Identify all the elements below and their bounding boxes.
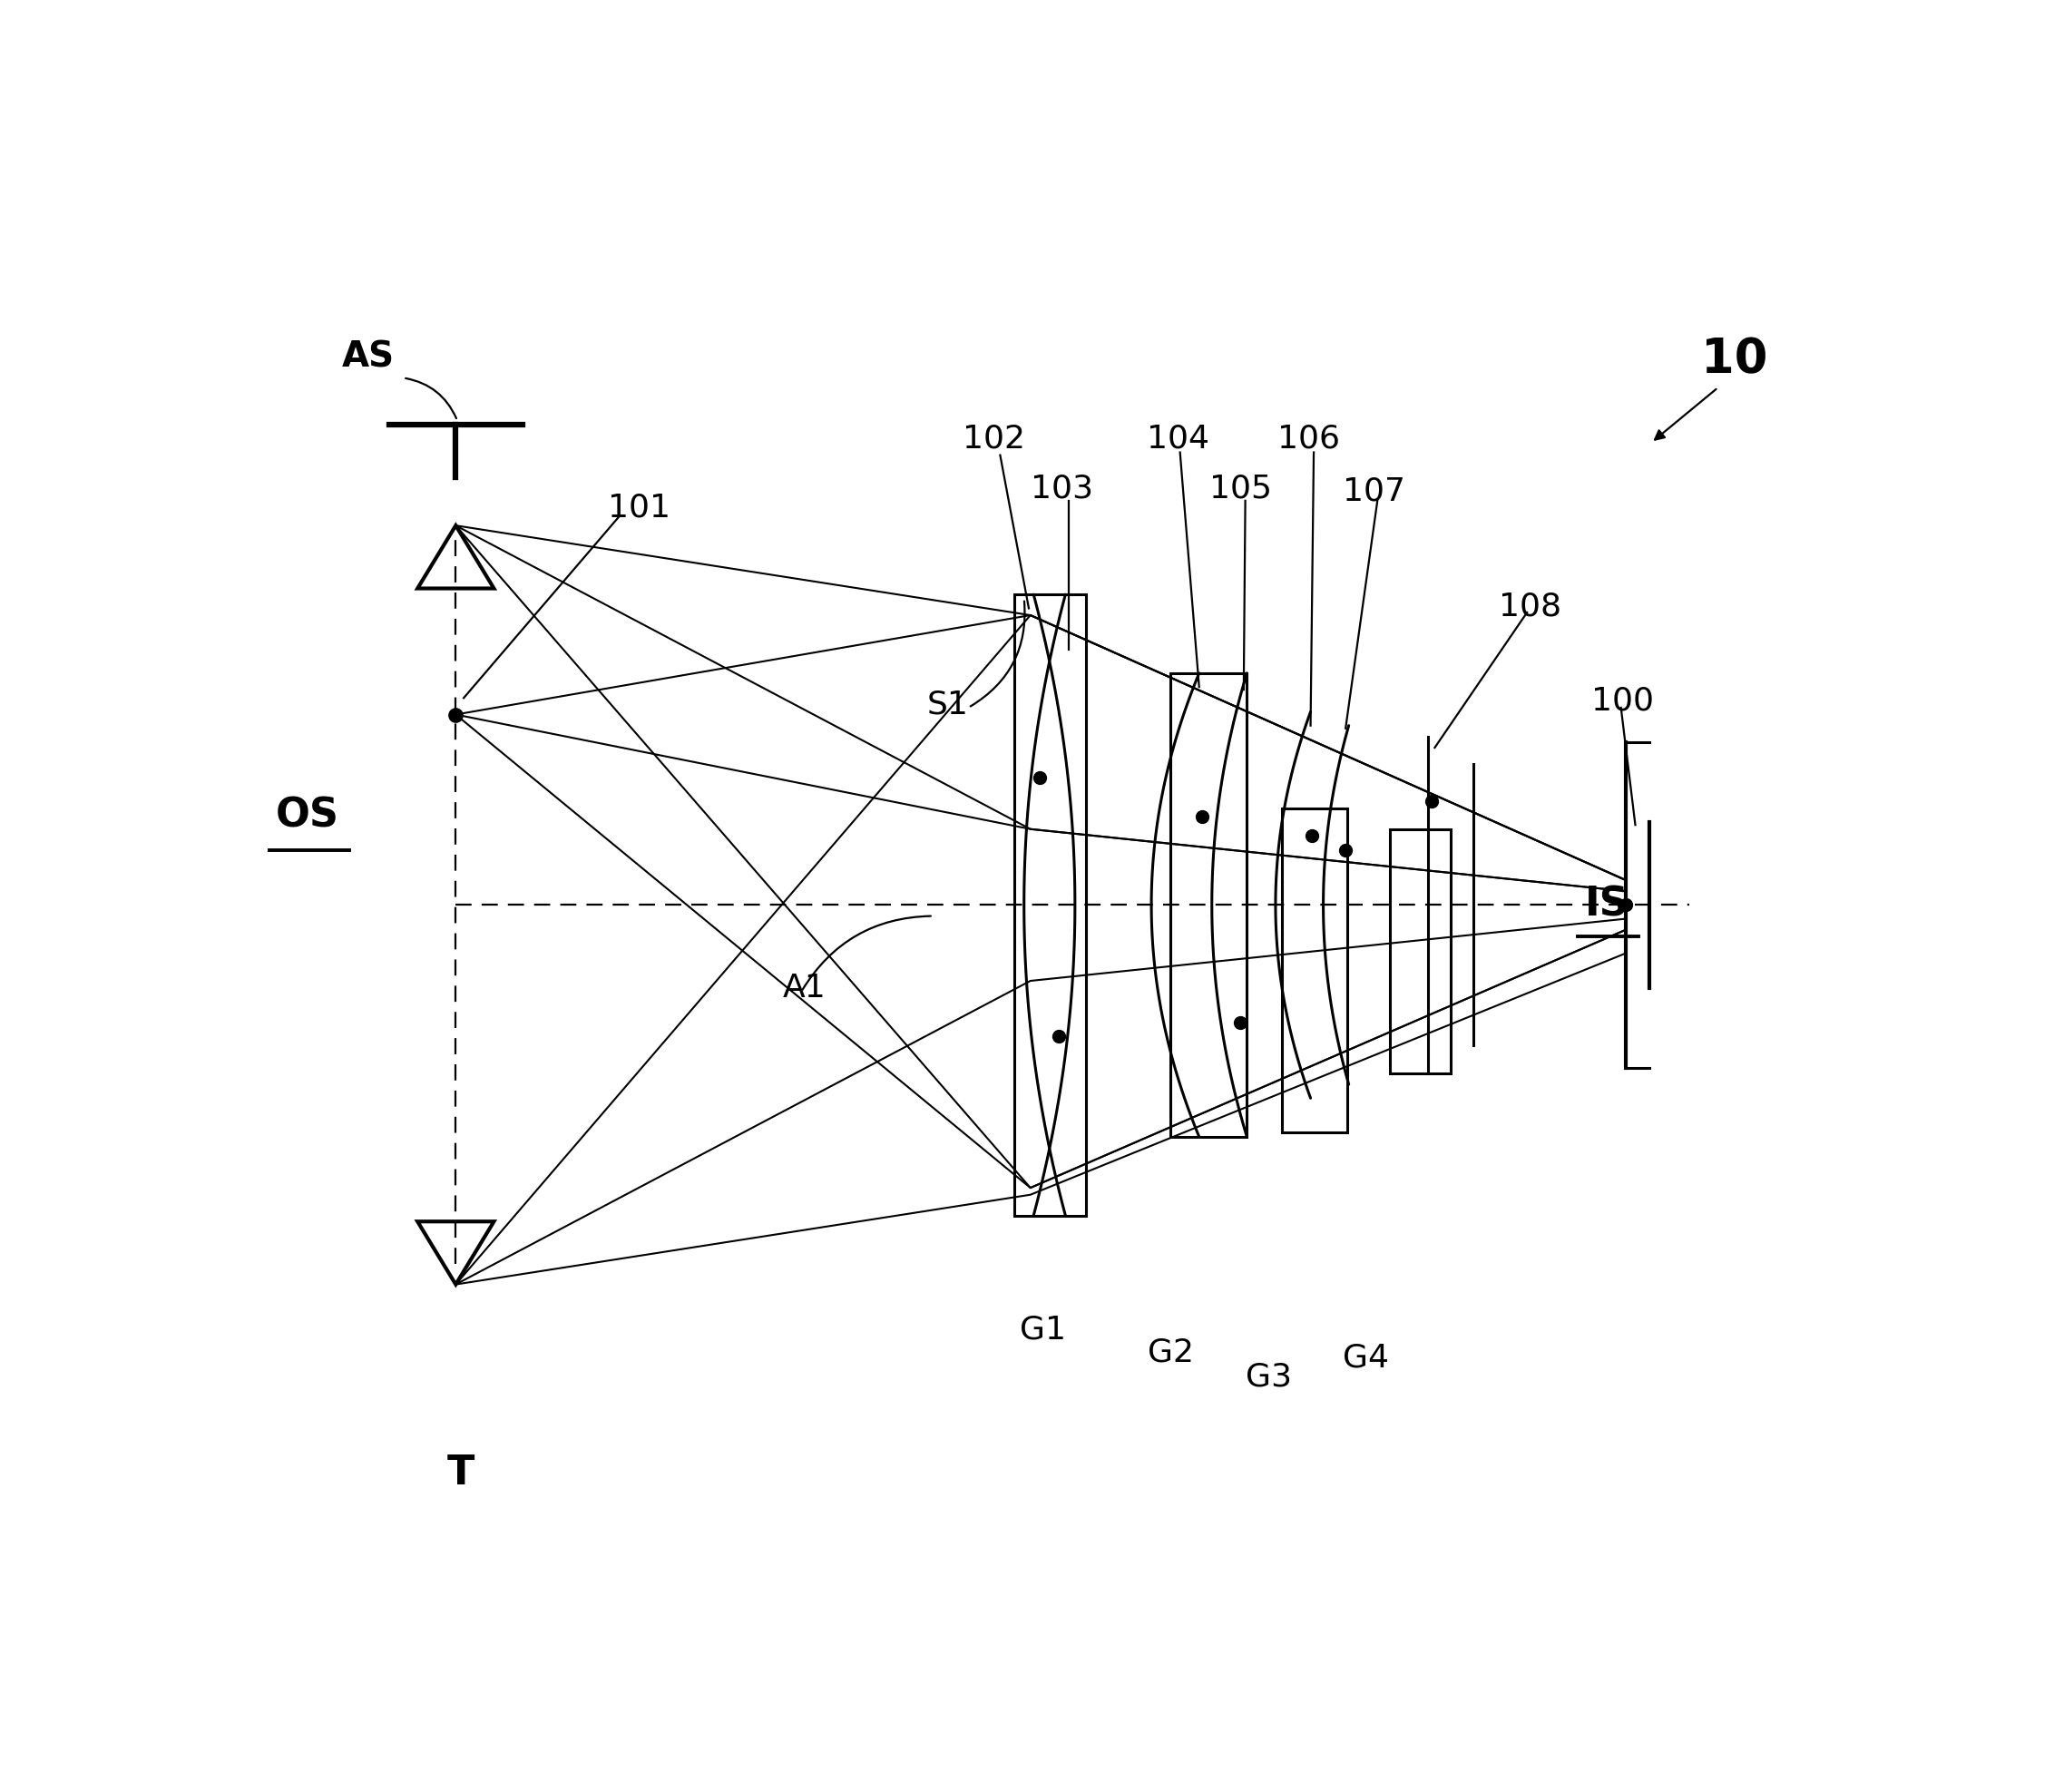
FancyArrowPatch shape: [803, 916, 930, 989]
FancyArrowPatch shape: [407, 378, 456, 418]
Text: G2: G2: [1148, 1337, 1193, 1367]
Text: G3: G3: [1247, 1362, 1292, 1392]
Text: IS: IS: [1584, 885, 1629, 925]
Text: S1: S1: [926, 690, 967, 720]
FancyArrowPatch shape: [969, 600, 1025, 706]
Text: 101: 101: [608, 493, 670, 523]
Text: 10: 10: [1701, 337, 1766, 383]
Text: A1: A1: [783, 973, 826, 1004]
Text: 100: 100: [1592, 685, 1653, 717]
Text: T: T: [446, 1453, 474, 1493]
Text: 106: 106: [1278, 423, 1341, 453]
Text: AS: AS: [341, 340, 394, 375]
Text: 107: 107: [1343, 475, 1405, 507]
Text: 105: 105: [1210, 473, 1271, 504]
Text: 103: 103: [1031, 473, 1093, 504]
Text: 102: 102: [963, 423, 1025, 453]
Text: OS: OS: [275, 796, 339, 835]
Text: G1: G1: [1021, 1315, 1066, 1346]
Text: 108: 108: [1499, 591, 1561, 622]
Text: G4: G4: [1343, 1342, 1389, 1373]
FancyArrowPatch shape: [1656, 389, 1717, 439]
Text: 104: 104: [1146, 423, 1210, 453]
